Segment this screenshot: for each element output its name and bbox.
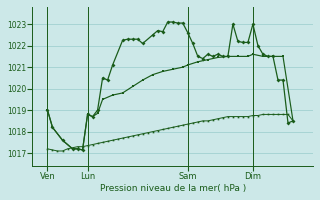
X-axis label: Pression niveau de la mer( hPa ): Pression niveau de la mer( hPa ) (100, 184, 246, 193)
